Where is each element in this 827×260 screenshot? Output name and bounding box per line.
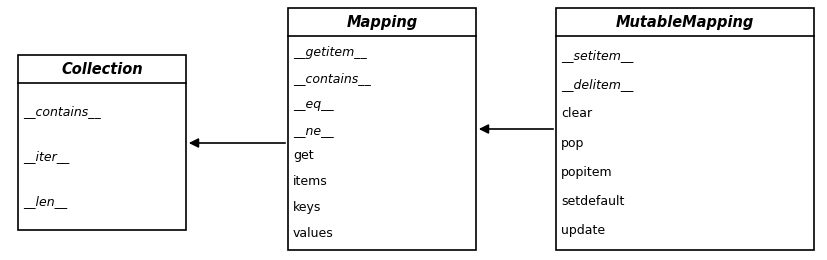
Text: __len__: __len__ (23, 194, 67, 207)
Text: __setitem__: __setitem__ (561, 49, 633, 62)
Text: update: update (561, 224, 605, 237)
Text: popitem: popitem (561, 166, 612, 179)
Text: __contains__: __contains__ (293, 72, 370, 85)
Text: Mapping: Mapping (346, 15, 417, 29)
Text: setdefault: setdefault (561, 195, 624, 208)
Text: values: values (293, 227, 333, 240)
Bar (555, 8, 813, 250)
Text: __contains__: __contains__ (23, 106, 101, 119)
Text: __eq__: __eq__ (293, 98, 333, 111)
Text: MutableMapping: MutableMapping (615, 15, 753, 29)
Text: pop: pop (561, 136, 584, 149)
Text: Collection: Collection (61, 62, 142, 76)
Text: __iter__: __iter__ (23, 150, 69, 163)
Bar (288, 8, 476, 250)
Text: keys: keys (293, 201, 321, 214)
Text: __delitem__: __delitem__ (561, 78, 633, 91)
Text: get: get (293, 150, 313, 162)
Bar (18, 55, 186, 230)
Text: clear: clear (561, 107, 591, 120)
Text: items: items (293, 175, 327, 188)
Text: __getitem__: __getitem__ (293, 46, 366, 59)
Text: __ne__: __ne__ (293, 124, 333, 136)
